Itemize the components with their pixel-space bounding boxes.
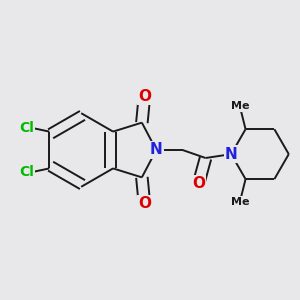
Text: Cl: Cl <box>19 165 34 178</box>
Text: O: O <box>138 196 151 211</box>
Text: N: N <box>150 142 163 158</box>
Text: Cl: Cl <box>19 122 34 135</box>
Text: N: N <box>225 147 238 162</box>
Text: Me: Me <box>231 101 249 111</box>
Text: O: O <box>138 89 151 104</box>
Text: Me: Me <box>231 197 249 207</box>
Text: O: O <box>192 176 205 191</box>
